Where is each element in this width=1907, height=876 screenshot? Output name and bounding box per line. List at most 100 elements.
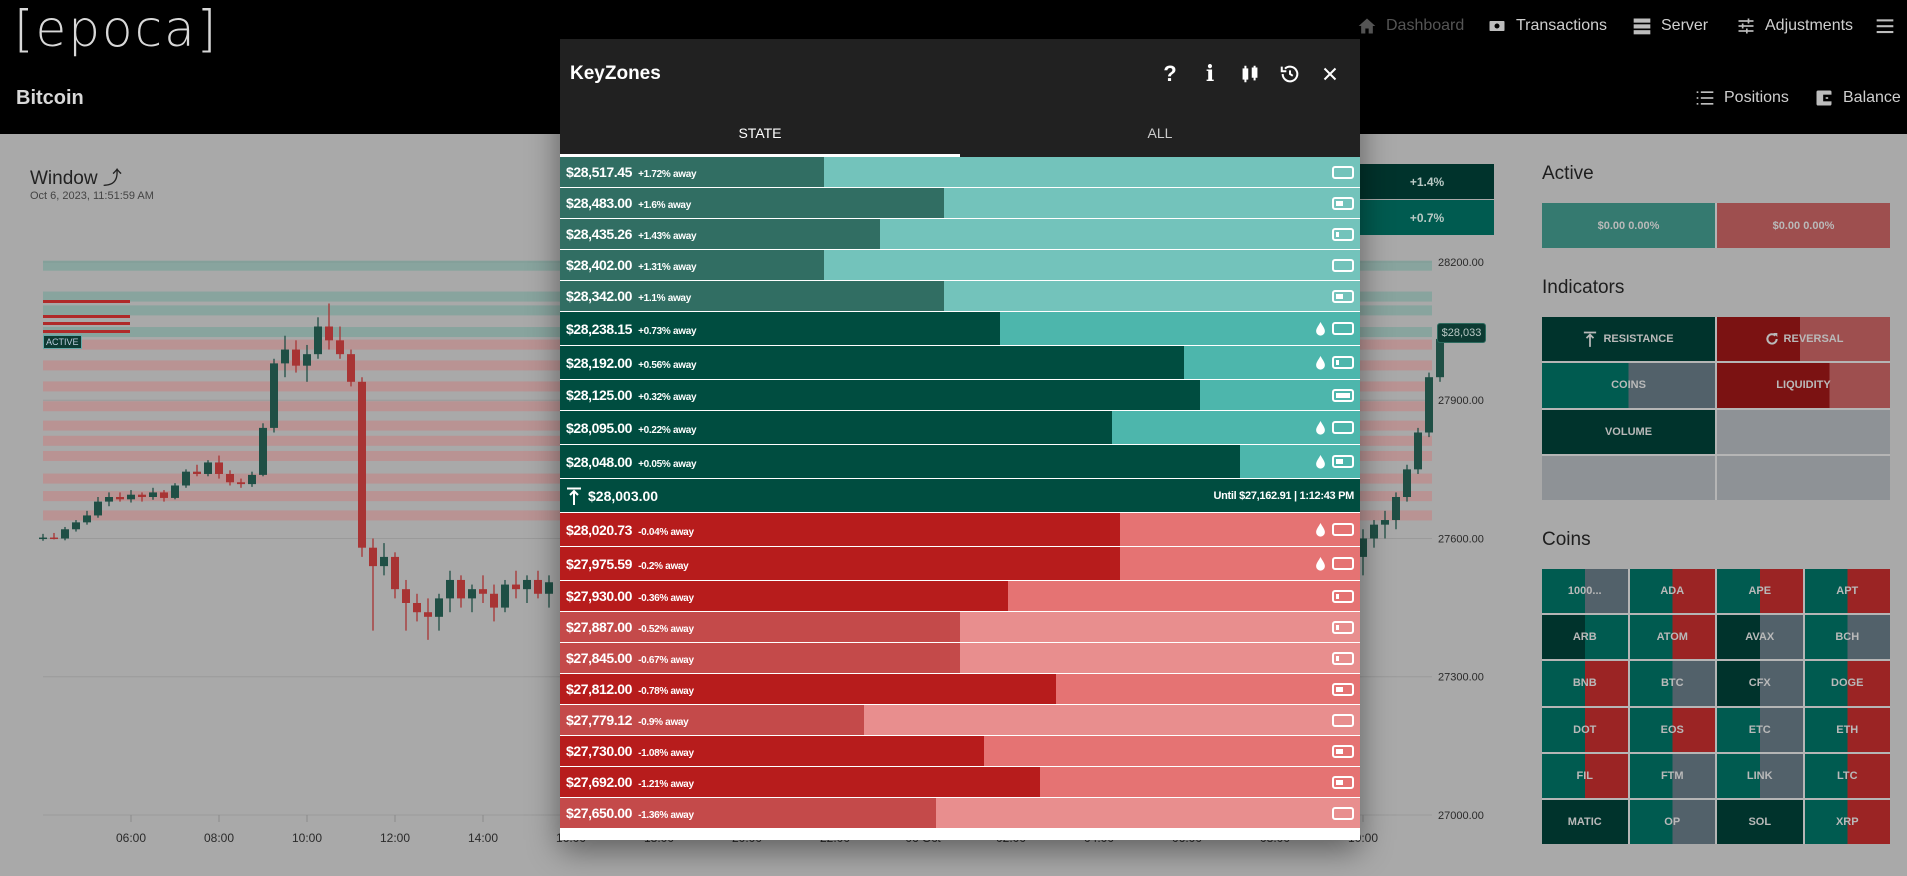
indicator-coins[interactable]: COINS xyxy=(1542,363,1715,408)
coin-link[interactable]: LINK xyxy=(1717,753,1803,798)
hamburger-menu-icon xyxy=(1876,19,1894,34)
resistance-zone-row[interactable]: $28,402.00 +1.31% away xyxy=(560,250,1360,281)
help-icon[interactable]: ? xyxy=(1163,61,1177,86)
positions-button[interactable]: Positions xyxy=(1694,88,1789,108)
resistance-arrow-icon xyxy=(1584,331,1597,347)
candlestick-icon[interactable] xyxy=(1230,54,1270,94)
close-icon[interactable] xyxy=(1310,54,1350,94)
resistance-zone-row[interactable]: $28,192.00 +0.56% away xyxy=(560,346,1360,380)
coin-ftm[interactable]: FTM xyxy=(1629,753,1715,798)
indicator-liquidity[interactable]: LIQUIDITY xyxy=(1717,363,1890,408)
coin-bch[interactable]: BCH xyxy=(1804,615,1890,660)
active-short[interactable]: $0.00 0.00% xyxy=(1717,203,1890,248)
candle-body xyxy=(1425,377,1433,433)
zone-icons xyxy=(1332,806,1360,820)
resistance-zone-row[interactable]: $28,342.00 +1.1% away xyxy=(560,281,1360,312)
active-long[interactable]: $0.00 0.00% xyxy=(1542,203,1715,248)
volume-battery-icon xyxy=(1332,455,1354,468)
coin-sol[interactable]: SOL xyxy=(1717,799,1803,844)
zone-strength-bar xyxy=(560,767,1040,797)
resistance-zone-row[interactable]: $28,125.00 +0.32% away xyxy=(560,380,1360,411)
zone-icons xyxy=(1332,196,1360,210)
candle-body xyxy=(358,381,366,548)
support-zone-row[interactable]: $27,975.59 -0.2% away xyxy=(560,547,1360,581)
coin-1000[interactable]: 1000... xyxy=(1542,569,1628,614)
support-zone-row[interactable]: $27,730.00 -1.08% away xyxy=(560,736,1360,767)
coin-fil[interactable]: FIL xyxy=(1542,753,1628,798)
resistance-zone-row[interactable]: $28,095.00 +0.22% away xyxy=(560,411,1360,445)
resistance-zone-row[interactable]: $28,238.15 +0.73% away xyxy=(560,312,1360,346)
coin-ltc[interactable]: LTC xyxy=(1804,753,1890,798)
resistance-zone-row[interactable]: $28,435.26 +1.43% away xyxy=(560,219,1360,250)
candle-body xyxy=(1370,524,1378,539)
coin-eos[interactable]: EOS xyxy=(1629,707,1715,752)
support-zone-row[interactable]: $27,812.00 -0.78% away xyxy=(560,674,1360,705)
tab-state[interactable]: STATE xyxy=(560,109,960,157)
coin-xrp[interactable]: XRP xyxy=(1804,799,1890,844)
zone-text: $27,730.00 -1.08% away xyxy=(560,743,1332,759)
zone-strength-bar xyxy=(560,513,1120,546)
volume-battery-icon xyxy=(1332,744,1354,758)
zone-distance: -0.2% away xyxy=(638,560,689,572)
zone-price: $28,238.15 xyxy=(566,320,633,337)
candle-body xyxy=(292,349,300,366)
balance-button[interactable]: Balance xyxy=(1813,88,1901,108)
info-icon[interactable]: i xyxy=(1205,61,1215,87)
coin-bnb[interactable]: BNB xyxy=(1542,661,1628,706)
zone-price: $28,192.00 xyxy=(566,354,633,371)
coin-apt[interactable]: APT xyxy=(1804,569,1890,614)
coin-cfx[interactable]: CFX xyxy=(1717,661,1803,706)
support-zone-row[interactable]: $27,692.00 -1.21% away xyxy=(560,767,1360,798)
nav-adjustments[interactable]: Adjustments xyxy=(1735,16,1853,36)
resistance-arrow-icon xyxy=(567,487,581,505)
resistance-zone-row[interactable]: $28,483.00 +1.6% away xyxy=(560,188,1360,219)
nav-dashboard[interactable]: Dashboard xyxy=(1356,16,1464,36)
coin-atom[interactable]: ATOM xyxy=(1629,615,1715,660)
coin-dot[interactable]: DOT xyxy=(1542,707,1628,752)
zone-icons xyxy=(1315,556,1360,571)
support-zone-row[interactable]: $27,650.00 -1.36% away xyxy=(560,798,1360,829)
indicator-reversal[interactable]: REVERSAL xyxy=(1717,317,1890,362)
window-selector[interactable]: Window ⤴ xyxy=(30,163,122,190)
candle-body xyxy=(424,612,432,617)
candle-body xyxy=(193,471,201,474)
window-timestamp: Oct 6, 2023, 11:51:59 AM xyxy=(30,190,154,202)
support-zone-row[interactable]: $27,779.12 -0.9% away xyxy=(560,705,1360,736)
coin-label: FTM xyxy=(1660,769,1684,782)
candle-body xyxy=(226,473,234,483)
coin-ape[interactable]: APE xyxy=(1717,569,1803,614)
history-icon[interactable] xyxy=(1270,54,1310,94)
active-long-value: $0.00 0.00% xyxy=(1597,219,1660,232)
zone-text: $28,048.00 +0.05% away xyxy=(560,454,1315,470)
support-zone-row[interactable]: $27,845.00 -0.67% away xyxy=(560,643,1360,674)
coin-matic[interactable]: MATIC xyxy=(1542,799,1628,844)
coin-btc[interactable]: BTC xyxy=(1629,661,1715,706)
x-tick-label: 08:00 xyxy=(204,831,234,845)
support-zone-row[interactable]: $27,930.00 -0.36% away xyxy=(560,581,1360,612)
resistance-zone-row[interactable]: $28,048.00 +0.05% away xyxy=(560,445,1360,479)
coin-doge[interactable]: DOGE xyxy=(1804,661,1890,706)
nav-server[interactable]: Server xyxy=(1631,16,1708,36)
indicator-resistance[interactable]: RESISTANCE xyxy=(1542,317,1715,362)
coin-eth[interactable]: ETH xyxy=(1804,707,1890,752)
support-zone-row[interactable]: $28,020.73 -0.04% away xyxy=(560,513,1360,547)
menu-button[interactable] xyxy=(1874,16,1896,36)
coin-avax[interactable]: AVAX xyxy=(1717,615,1803,660)
coin-op[interactable]: OP xyxy=(1629,799,1715,844)
tab-all[interactable]: ALL xyxy=(1147,125,1173,141)
indicator-volume[interactable]: VOLUME xyxy=(1542,409,1715,454)
indicator-label: VOLUME xyxy=(1604,425,1653,438)
current-keyzone[interactable]: $28,003.00 Until $27,162.91 | 1:12:43 PM xyxy=(560,479,1360,513)
zone-strength-bar xyxy=(560,445,1240,478)
volume-battery-icon xyxy=(1332,322,1354,335)
nav-transactions[interactable]: Transactions xyxy=(1486,16,1607,36)
liquidity-drop-icon xyxy=(1316,522,1325,537)
logo[interactable]: [epoca] xyxy=(14,0,219,58)
support-zone-row[interactable]: $27,887.00 -0.52% away xyxy=(560,612,1360,643)
zone-distance: +0.73% away xyxy=(638,325,697,337)
coin-etc[interactable]: ETC xyxy=(1717,707,1803,752)
coin-ada[interactable]: ADA xyxy=(1629,569,1715,614)
resistance-zone-row[interactable]: $28,517.45 +1.72% away xyxy=(560,157,1360,188)
zone-text: $27,650.00 -1.36% away xyxy=(560,805,1332,821)
coin-arb[interactable]: ARB xyxy=(1542,615,1628,660)
